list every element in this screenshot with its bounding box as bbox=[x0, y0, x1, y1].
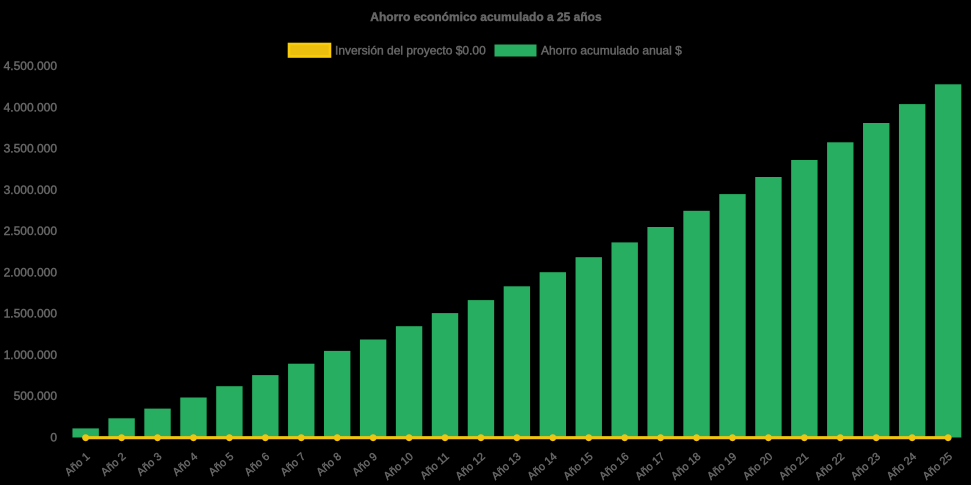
svg-text:0: 0 bbox=[50, 431, 57, 445]
svg-text:2.500.000: 2.500.000 bbox=[4, 224, 58, 238]
svg-text:3.500.000: 3.500.000 bbox=[4, 142, 58, 156]
svg-text:3.000.000: 3.000.000 bbox=[4, 183, 58, 197]
svg-text:2.000.000: 2.000.000 bbox=[4, 265, 58, 279]
svg-text:Ahorro acumulado anual $: Ahorro acumulado anual $ bbox=[541, 44, 682, 58]
svg-text:Ahorro económico acumulado a 2: Ahorro económico acumulado a 25 años bbox=[370, 10, 602, 24]
svg-text:Inversión del proyecto $0.00: Inversión del proyecto $0.00 bbox=[335, 44, 486, 58]
svg-text:1.000.000: 1.000.000 bbox=[4, 348, 58, 362]
svg-text:500.000: 500.000 bbox=[14, 389, 58, 403]
svg-text:4.000.000: 4.000.000 bbox=[4, 100, 58, 114]
svg-text:1.500.000: 1.500.000 bbox=[4, 307, 58, 321]
svg-text:4.500.000: 4.500.000 bbox=[4, 59, 58, 73]
